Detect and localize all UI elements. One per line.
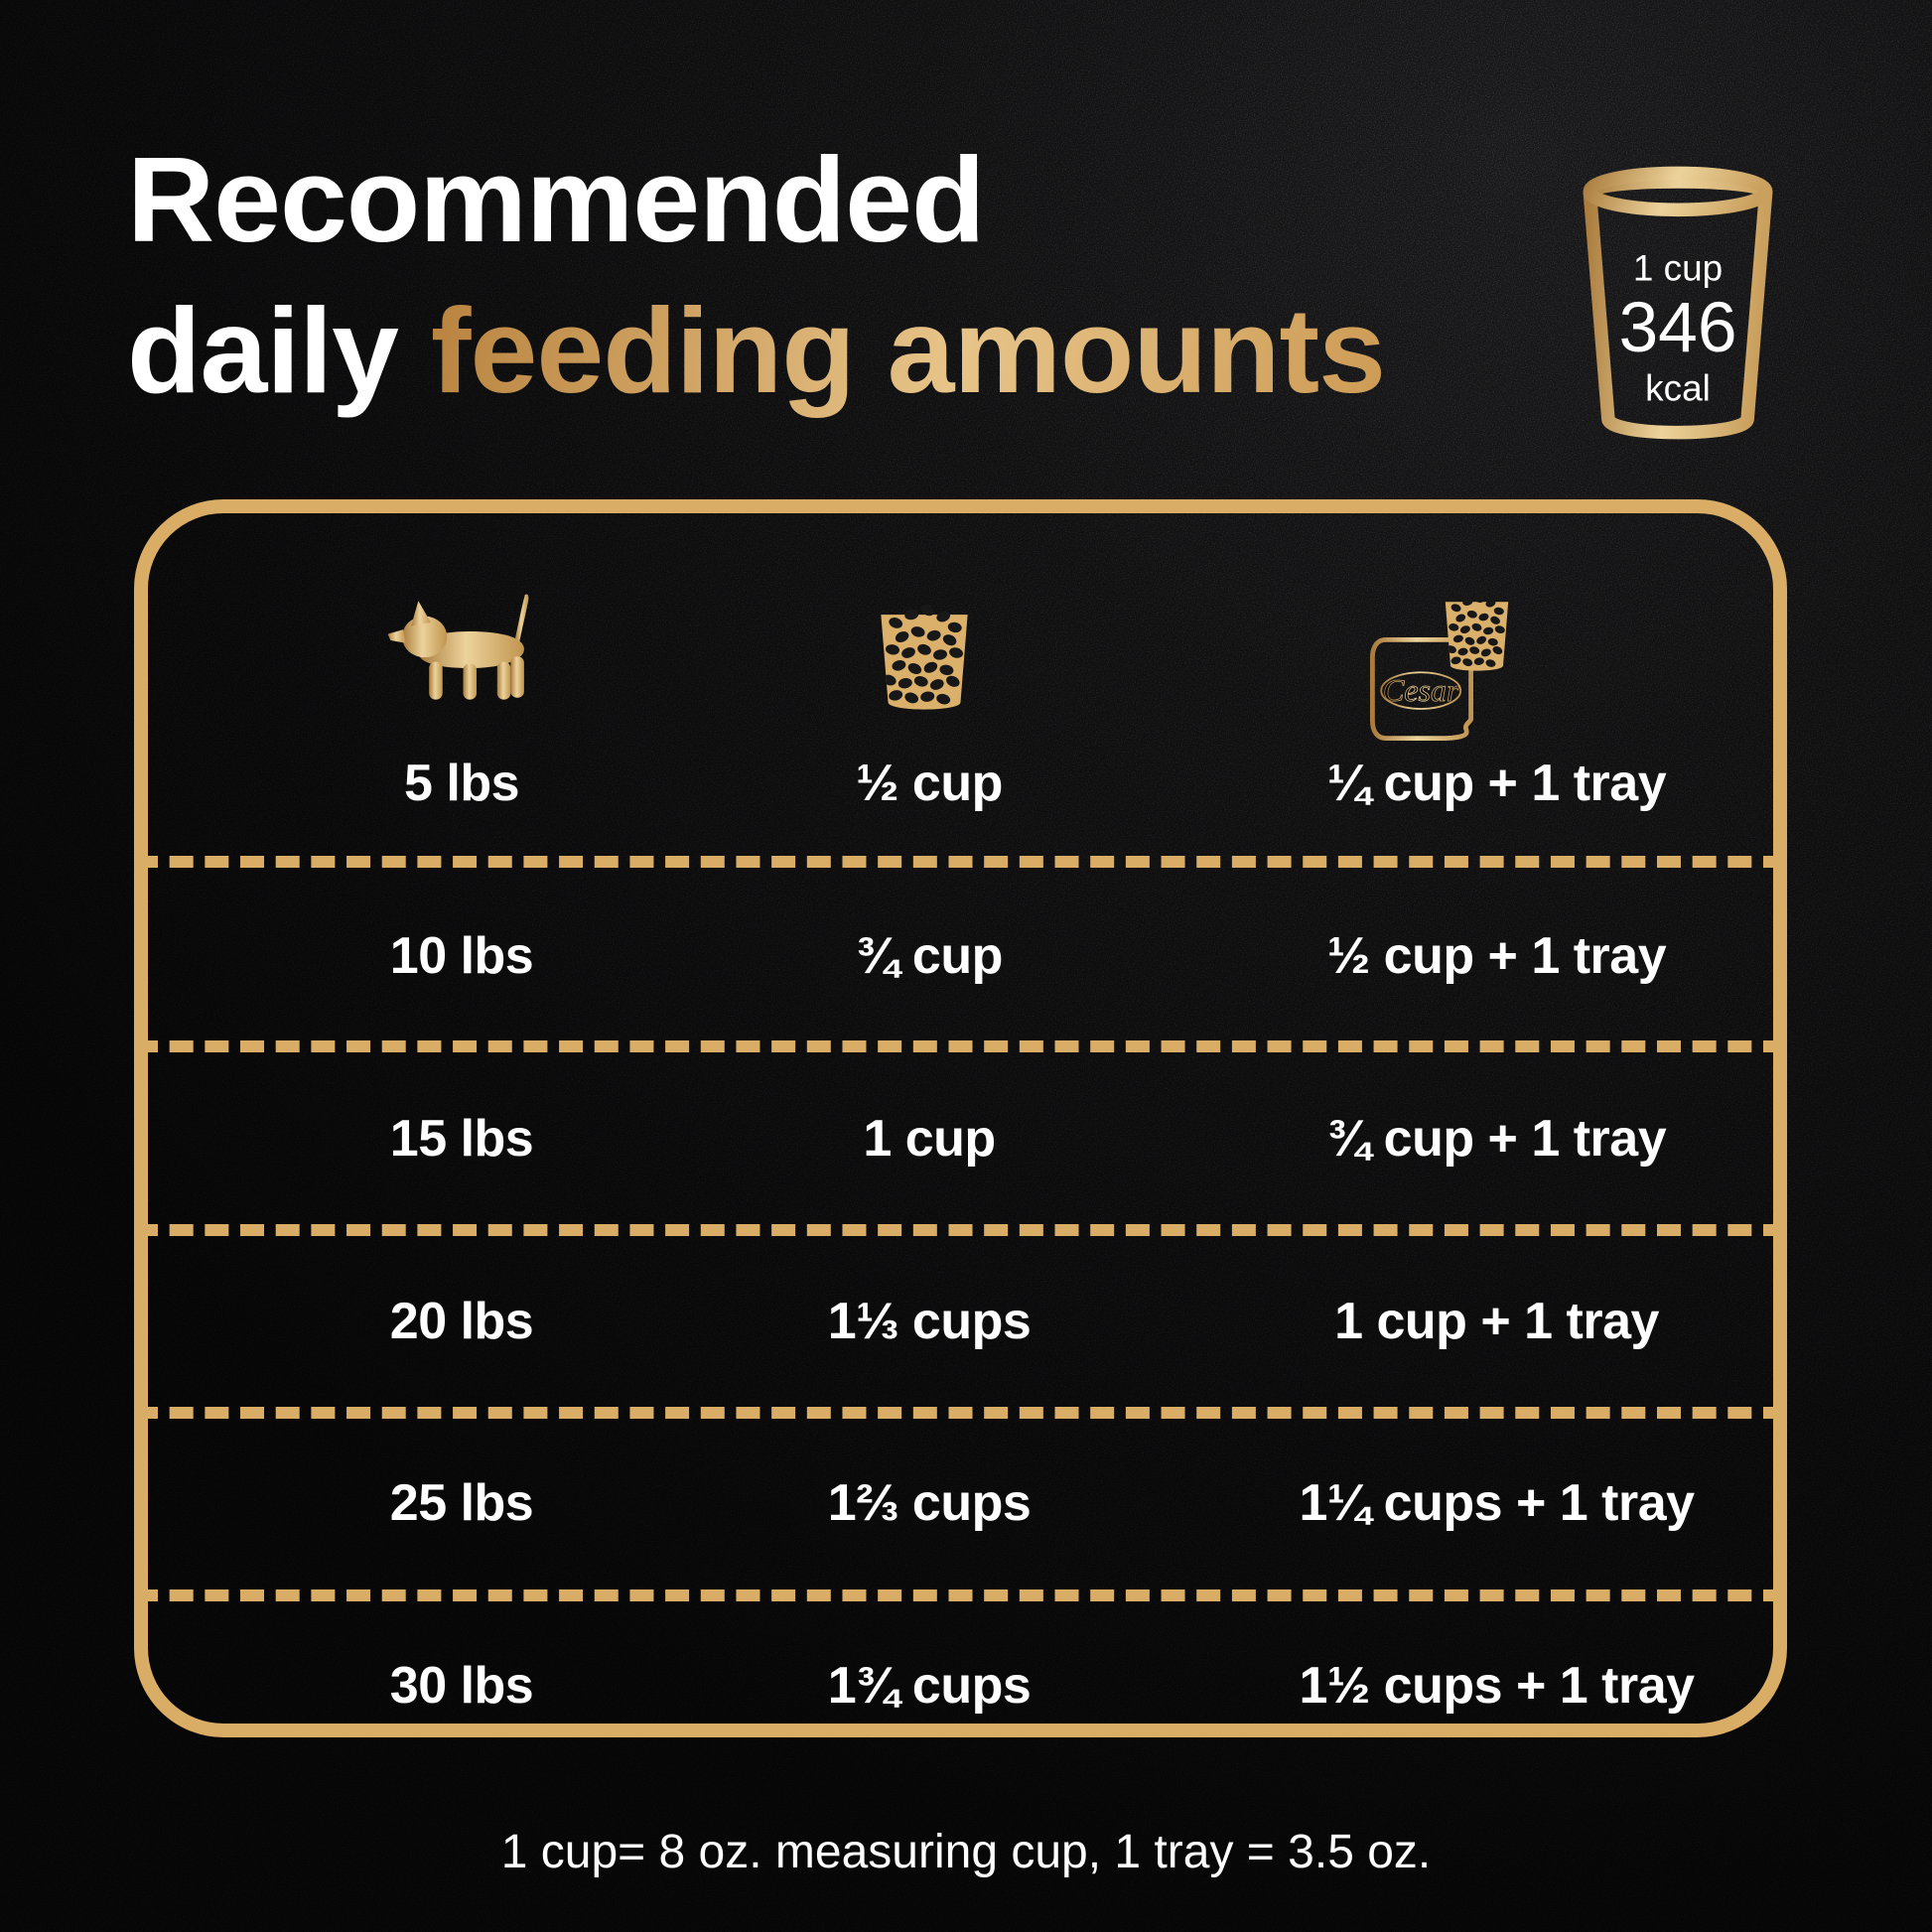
svg-text:kcal: kcal: [1645, 367, 1711, 408]
svg-text:1 cup: 1 cup: [1633, 248, 1723, 289]
svg-text:346: 346: [1618, 288, 1736, 367]
